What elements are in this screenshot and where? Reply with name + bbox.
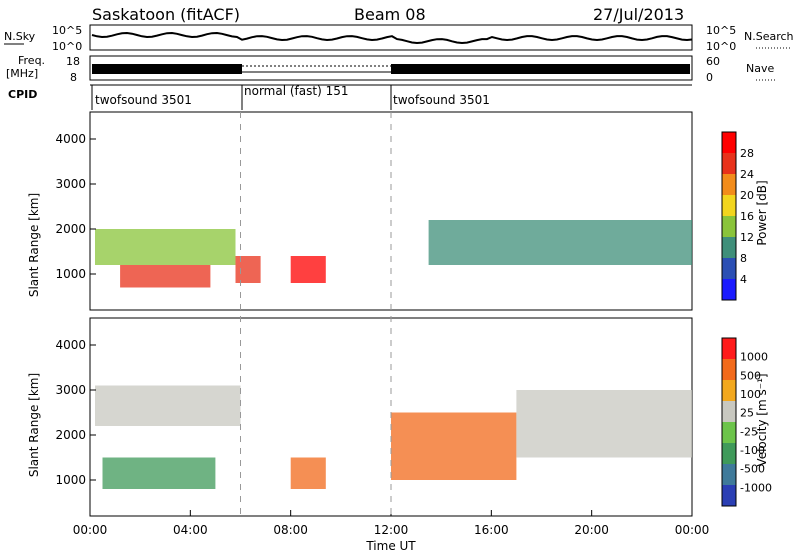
velocity-cbar-cell-5 xyxy=(722,443,736,464)
time-xlabel: Time UT xyxy=(365,539,416,553)
power-y-ticks: 1000 2000 3000 4000 xyxy=(55,132,96,281)
power-echo-region-1 xyxy=(120,265,211,288)
velocity-echo-region-3 xyxy=(391,412,517,480)
freq-tick-high: 18 xyxy=(66,55,80,68)
time-tick-2: 08:00 xyxy=(273,523,308,537)
power-cbar-tick-1: 8 xyxy=(740,252,747,265)
velocity-cbar-tick-5: -100 xyxy=(740,444,765,457)
velocity-ytick-1: 2000 xyxy=(55,428,86,442)
nsky-tick-high: 10^5 xyxy=(52,24,82,37)
velocity-cbar-tick-2: 100 xyxy=(740,388,761,401)
velocity-ytick-3: 4000 xyxy=(55,338,86,352)
power-ytick-3: 4000 xyxy=(55,132,86,146)
power-cbar-cell-5 xyxy=(722,237,736,258)
velocity-echo-region-2 xyxy=(290,457,326,489)
velocity-cbar-cell-3 xyxy=(722,401,736,422)
nave-tick-low: 0 xyxy=(706,71,713,84)
nsky-label: N.Sky xyxy=(4,30,36,43)
power-ytick-1: 2000 xyxy=(55,222,86,236)
nsearch-label: N.Search xyxy=(744,30,794,43)
time-tick-5: 20:00 xyxy=(574,523,609,537)
power-ytick-2: 3000 xyxy=(55,177,86,191)
nsky-tick-low: 10^0 xyxy=(52,40,82,53)
power-cbar-cell-4 xyxy=(722,216,736,237)
power-cbar-tick-6: 28 xyxy=(740,147,754,160)
freq-band-2 xyxy=(391,64,690,74)
power-echo-regions xyxy=(95,220,692,288)
velocity-cbar-cell-4 xyxy=(722,422,736,443)
velocity-x-ticks: 00:00 04:00 08:00 12:00 16:00 20:00 00:00 xyxy=(73,510,710,537)
cpid-segment-2: normal (fast) 151 xyxy=(244,84,348,98)
time-tick-6: 00:00 xyxy=(675,523,710,537)
velocity-cbar-tick-0: 1000 xyxy=(740,351,768,364)
power-cbar-cell-0 xyxy=(722,132,736,153)
velocity-cbar-cell-2 xyxy=(722,380,736,401)
time-tick-3: 12:00 xyxy=(374,523,409,537)
velocity-ylabel: Slant Range [km] xyxy=(27,373,41,477)
date-title: 27/Jul/2013 xyxy=(593,5,684,24)
velocity-cbar-cell-6 xyxy=(722,464,736,485)
station-title: Saskatoon (fitACF) xyxy=(92,5,240,24)
nsearch-tick-low: 10^0 xyxy=(706,40,736,53)
power-cbar-tick-0: 4 xyxy=(740,273,747,286)
velocity-cbar-tick-4: -25 xyxy=(740,425,758,438)
velocity-y-ticks: 1000 2000 3000 4000 xyxy=(55,338,96,487)
power-cbar-cell-7 xyxy=(722,279,736,300)
power-cbar-tick-4: 20 xyxy=(740,189,754,202)
velocity-echo-regions xyxy=(95,385,692,489)
freq-panel: Freq. [MHz] 18 8 60 0 Nave xyxy=(6,54,776,84)
freq-label-1: Freq. xyxy=(18,54,45,67)
freq-band-1 xyxy=(92,64,242,74)
power-cbar-cell-2 xyxy=(722,174,736,195)
power-echo-region-3 xyxy=(290,256,326,283)
power-cbar-cell-3 xyxy=(722,195,736,216)
cpid-label: CPID xyxy=(8,88,37,101)
velocity-echo-region-4 xyxy=(516,390,692,458)
power-cbar-label: Power [dB] xyxy=(755,180,769,245)
power-ylabel: Slant Range [km] xyxy=(27,193,41,297)
velocity-cbar-tick-6: -500 xyxy=(740,463,765,476)
velocity-cbar-cell-1 xyxy=(722,359,736,380)
velocity-ytick-0: 1000 xyxy=(55,473,86,487)
time-tick-4: 16:00 xyxy=(474,523,509,537)
power-echo-region-0 xyxy=(95,229,236,265)
power-cbar-cell-1 xyxy=(722,153,736,174)
cpid-row: CPID twofsound 3501 normal (fast) 151 tw… xyxy=(8,84,692,110)
nsky-panel: N.Sky 10^5 10^0 10^5 10^0 N.Search xyxy=(4,24,794,53)
time-tick-1: 04:00 xyxy=(173,523,208,537)
power-echo-region-2 xyxy=(235,256,261,283)
velocity-panel: 1000 2000 3000 4000 00:00 04:00 08:00 12:00 16:… xyxy=(27,317,772,553)
velocity-cbar-tick-7: -1000 xyxy=(740,481,772,494)
freq-label-2: [MHz] xyxy=(6,67,38,80)
nsky-trace xyxy=(91,31,693,45)
nsearch-tick-high: 10^5 xyxy=(706,24,736,37)
beam-title: Beam 08 xyxy=(354,5,426,24)
velocity-ytick-2: 3000 xyxy=(55,383,86,397)
power-cbar-tick-2: 12 xyxy=(740,231,754,244)
nave-label: Nave xyxy=(746,62,774,75)
velocity-echo-region-0 xyxy=(95,385,241,426)
velocity-colorbar: 1000 500 100 25 -25 -100 -500 -1000 xyxy=(721,337,772,507)
freq-tick-low: 8 xyxy=(70,71,77,84)
power-colorbar: 4 8 12 16 20 24 28 xyxy=(721,131,754,301)
velocity-cbar-tick-1: 500 xyxy=(740,369,761,382)
nave-tick-high: 60 xyxy=(706,55,720,68)
power-panel: 1000 2000 3000 4000 Slant Range [km] 4 8 12 16… xyxy=(27,111,769,311)
cpid-segment-3: twofsound 3501 xyxy=(393,93,490,107)
time-tick-0: 00:00 xyxy=(73,523,108,537)
velocity-cbar-cell-7 xyxy=(722,485,736,506)
velocity-cbar-cell-0 xyxy=(722,338,736,359)
power-cbar-cell-6 xyxy=(722,258,736,279)
velocity-cbar-tick-3: 25 xyxy=(740,407,754,420)
velocity-echo-region-1 xyxy=(102,457,216,489)
cpid-segment-1: twofsound 3501 xyxy=(95,93,192,107)
power-cbar-tick-5: 24 xyxy=(740,168,754,181)
velocity-cbar-label: Velocity [m s⁻¹] xyxy=(755,373,769,466)
power-echo-region-4 xyxy=(428,220,692,265)
power-cbar-tick-3: 16 xyxy=(740,210,754,223)
power-ytick-0: 1000 xyxy=(55,267,86,281)
